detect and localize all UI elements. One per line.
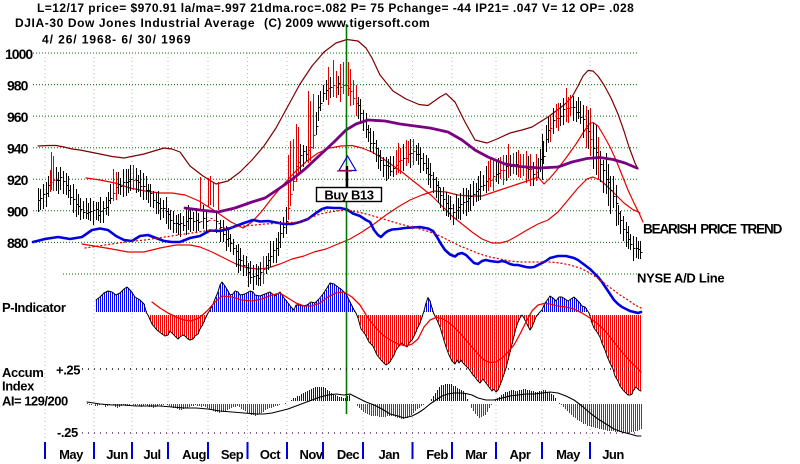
svg-text:May: May: [59, 447, 84, 462]
svg-text:(C) 2009 www.tigersoft.com: (C) 2009 www.tigersoft.com: [264, 16, 430, 30]
svg-text:L=12/17 price= $970.91 la/ma: L=12/17 price= $970.91 la/ma=.997 21dma.…: [37, 1, 634, 15]
svg-text:980: 980: [7, 77, 29, 93]
svg-text:960: 960: [7, 109, 29, 125]
svg-text:BEARISH PRICE TREND: BEARISH PRICE TREND: [643, 222, 783, 237]
svg-text:DJIA-30 Dow Jones Industrial: DJIA-30 Dow Jones Industrial Average: [15, 16, 255, 30]
svg-text:900: 900: [7, 204, 29, 220]
svg-text:Oct: Oct: [260, 447, 281, 462]
svg-text:Index: Index: [2, 379, 35, 394]
svg-text:Nov: Nov: [299, 447, 323, 462]
svg-text:Jan: Jan: [379, 447, 400, 462]
svg-text:Apr: Apr: [510, 447, 531, 462]
svg-text:Sep: Sep: [221, 447, 244, 462]
svg-text:P-Indicator: P-Indicator: [2, 300, 66, 315]
svg-text:Jul: Jul: [143, 447, 160, 462]
svg-text:Feb: Feb: [426, 447, 448, 462]
svg-text:Jun: Jun: [602, 447, 624, 462]
svg-text:+.25: +.25: [56, 363, 80, 378]
svg-text:Mar: Mar: [465, 447, 487, 462]
svg-text:880: 880: [7, 235, 29, 251]
svg-text:4/ 26/ 1968- 6/ 30/ 1969: 4/ 26/ 1968- 6/ 30/ 1969: [42, 33, 192, 47]
svg-text:1000: 1000: [5, 46, 33, 62]
svg-text:AI= 129/200: AI= 129/200: [2, 394, 68, 409]
svg-text:920: 920: [7, 172, 29, 188]
svg-text:940: 940: [7, 141, 29, 157]
svg-text:Accum: Accum: [2, 365, 43, 380]
svg-text:May: May: [556, 447, 581, 462]
svg-text:Buy B13: Buy B13: [324, 188, 373, 203]
svg-text:NYSE A/D Line: NYSE A/D Line: [637, 271, 724, 286]
svg-text:-.25: -.25: [57, 425, 78, 440]
svg-text:Aug: Aug: [182, 447, 206, 462]
svg-text:Dec: Dec: [337, 447, 360, 462]
svg-text:Jun: Jun: [106, 447, 128, 462]
